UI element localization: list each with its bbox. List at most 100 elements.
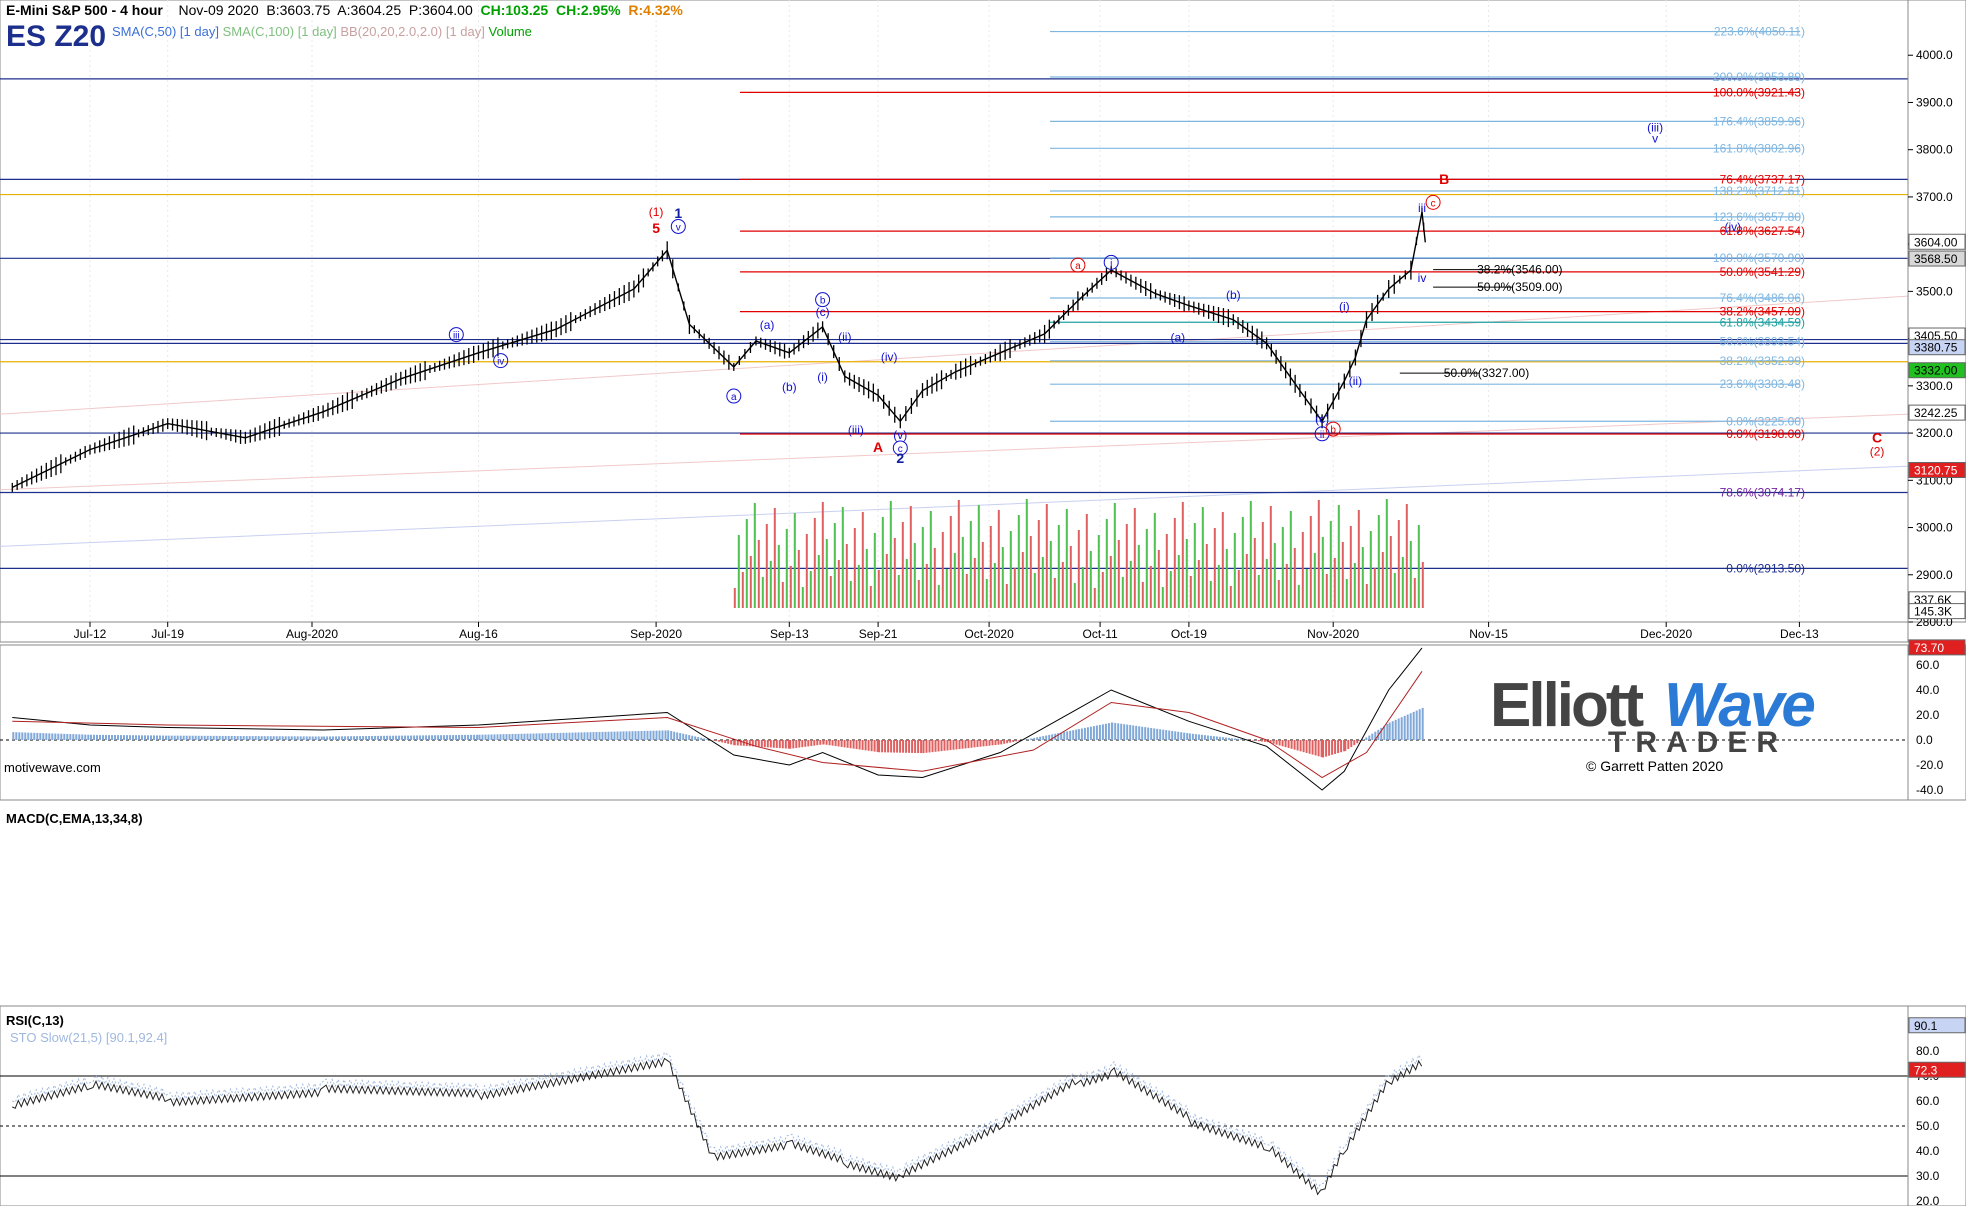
macd-histogram-bar <box>1287 740 1290 748</box>
macd-histogram-bar <box>682 733 685 740</box>
macd-histogram-bar <box>401 735 404 740</box>
macd-histogram-bar <box>1391 721 1394 740</box>
price-axis-label: 3700.0 <box>1916 190 1953 204</box>
price-axis-label: 3000.0 <box>1916 521 1953 535</box>
volume-bar <box>837 560 840 608</box>
wave-label: B <box>1439 171 1449 187</box>
macd-histogram-bar <box>1308 740 1311 754</box>
macd-histogram-bar <box>120 735 122 740</box>
macd-histogram-bar <box>1344 740 1347 751</box>
macd-histogram-bar <box>179 735 182 740</box>
macd-histogram-bar <box>191 735 194 740</box>
price-axis-marker-label: 3380.75 <box>1914 341 1958 355</box>
macd-histogram-bar <box>338 736 341 740</box>
macd-histogram-bar <box>326 736 329 740</box>
price-axis-marker <box>1908 362 1966 379</box>
volume-bar <box>1409 541 1412 608</box>
macd-histogram-bar <box>763 740 766 748</box>
macd-histogram-bar <box>105 734 107 740</box>
macd-histogram-bar <box>1039 736 1042 740</box>
macd-histogram-bar <box>1236 738 1239 740</box>
macd-histogram-bar <box>263 736 266 740</box>
volume-bar <box>893 538 896 608</box>
volume-bar <box>1217 565 1220 608</box>
macd-histogram-bar <box>1421 707 1424 740</box>
macd-histogram-bar <box>398 735 401 740</box>
fib-level-label: 100.0%(3921.43) <box>1713 85 1805 99</box>
volume-bar <box>1041 557 1044 608</box>
macd-histogram-bar <box>440 735 443 740</box>
macd-histogram-bar <box>616 731 619 740</box>
macd-histogram-bar <box>601 731 604 740</box>
rsi-axis-label: 30.0 <box>1916 1169 1940 1183</box>
fib-level-label: 176.4%(3859.96) <box>1713 114 1805 128</box>
macd-histogram-bar <box>1066 731 1069 740</box>
chart-title: E-Mini S&P 500 - 4 hour <box>6 2 163 18</box>
macd-histogram-bar <box>625 731 628 740</box>
macd-histogram-bar <box>1104 723 1107 740</box>
macd-histogram-bar <box>224 735 227 740</box>
macd-histogram-bar <box>733 740 736 746</box>
fib-level-label: 100.0%(3570.90) <box>1713 251 1805 265</box>
fib-level-label: 61.8%(3627.54) <box>1720 224 1805 238</box>
macd-histogram-bar <box>422 735 425 740</box>
macd-histogram-bar <box>544 733 547 740</box>
macd-histogram-bar <box>1311 740 1314 755</box>
macd-histogram-bar <box>577 732 580 740</box>
macd-histogram-bar <box>1188 733 1191 740</box>
macd-histogram-bar <box>87 734 90 740</box>
macd-histogram-bar <box>994 740 997 746</box>
volume-bar <box>1257 575 1260 608</box>
macd-histogram-bar <box>1206 735 1209 740</box>
macd-histogram-bar <box>57 733 60 740</box>
bid-value: B:3603.75 <box>266 2 331 18</box>
volume-bar <box>1405 504 1408 608</box>
macd-histogram-bar <box>1293 740 1296 750</box>
price-axis-marker-label: 3568.50 <box>1914 252 1958 266</box>
volume-bar <box>985 579 988 608</box>
volume-bar <box>769 561 772 608</box>
chart-date: Nov-09 2020 <box>178 2 259 18</box>
macd-histogram-bar <box>389 735 392 740</box>
macd-histogram-bar <box>664 730 667 740</box>
volume-bar <box>849 581 852 608</box>
macd-histogram-bar <box>1092 726 1095 740</box>
volume-bar <box>801 587 804 608</box>
volume-bar <box>1265 559 1268 608</box>
macd-histogram-bar <box>69 734 72 740</box>
volume-bar <box>981 542 984 608</box>
macd-histogram-bar <box>508 734 511 740</box>
macd-histogram-bar <box>1045 735 1048 740</box>
macd-histogram-bar <box>1165 730 1168 740</box>
short-fib-label: 38.2%(3546.00) <box>1477 263 1562 277</box>
macd-histogram-bar <box>634 731 637 740</box>
volume-bar <box>1337 505 1340 608</box>
macd-histogram-bar <box>236 736 239 740</box>
wave-label: (2) <box>1870 445 1885 459</box>
volume-bar <box>1093 588 1096 608</box>
wave-label: (v) <box>893 428 907 442</box>
macd-histogram-bar <box>317 736 320 740</box>
macd-histogram-bar <box>718 740 721 742</box>
macd-histogram-bar <box>934 740 937 752</box>
wave-label-circle <box>670 218 686 234</box>
elliottwave-logo: Elliott Wave TRADER © Garrett Patten 202… <box>1490 670 1816 778</box>
volume-bar <box>1389 536 1392 608</box>
macd-histogram-bar <box>1284 740 1287 748</box>
macd-histogram-bar <box>1153 728 1156 740</box>
macd-histogram-bar <box>943 740 946 751</box>
volume-bar <box>1137 545 1140 608</box>
macd-histogram-bar <box>1132 725 1135 740</box>
macd-histogram-bar <box>1063 731 1066 740</box>
macd-histogram-bar <box>1386 724 1389 740</box>
macd-histogram-bar <box>123 735 125 740</box>
macd-histogram-bar <box>1101 724 1104 740</box>
rsi-panel <box>0 1005 1909 1206</box>
macd-histogram-bar <box>1042 736 1045 740</box>
time-axis-label: Oct-2020 <box>964 627 1014 641</box>
macd-histogram-bar <box>15 732 18 740</box>
change-pct-value: CH:2.95% <box>556 2 621 18</box>
macd-histogram-bar <box>655 730 658 740</box>
volume-bar <box>1221 512 1224 608</box>
macd-histogram-bar <box>1086 727 1089 740</box>
